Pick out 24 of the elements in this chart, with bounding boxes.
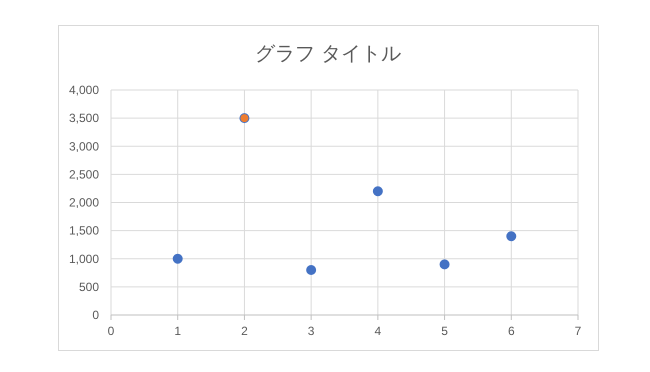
point bbox=[239, 113, 250, 124]
chart-title: グラフ タイトル bbox=[255, 43, 401, 65]
x-tick-label: 3 bbox=[308, 324, 315, 338]
x-tick-label: 4 bbox=[374, 324, 382, 338]
x-tick-label: 0 bbox=[108, 324, 115, 338]
point bbox=[372, 186, 383, 196]
point bbox=[172, 254, 183, 264]
point bbox=[306, 265, 316, 275]
x-tick-label: 5 bbox=[441, 324, 448, 338]
y-tick-label: 2,500 bbox=[68, 167, 100, 182]
y-tick-label: 500 bbox=[78, 280, 100, 294]
y-tick-label: 1,000 bbox=[68, 252, 100, 266]
y-tick-label: 4,000 bbox=[68, 83, 100, 97]
x-tick-label: 7 bbox=[574, 324, 582, 338]
point bbox=[506, 231, 516, 242]
y-tick-label: 2,000 bbox=[68, 196, 100, 210]
x-tick-label: 2 bbox=[241, 324, 248, 338]
y-tick-label: 0 bbox=[92, 308, 100, 322]
x-tick-label: 6 bbox=[508, 324, 515, 338]
y-tick-label: 3,500 bbox=[68, 111, 100, 126]
x-tick-label: 1 bbox=[174, 324, 182, 338]
point bbox=[440, 259, 450, 270]
y-tick-label: 3,000 bbox=[68, 139, 100, 154]
y-tick-label: 1,500 bbox=[68, 224, 100, 238]
